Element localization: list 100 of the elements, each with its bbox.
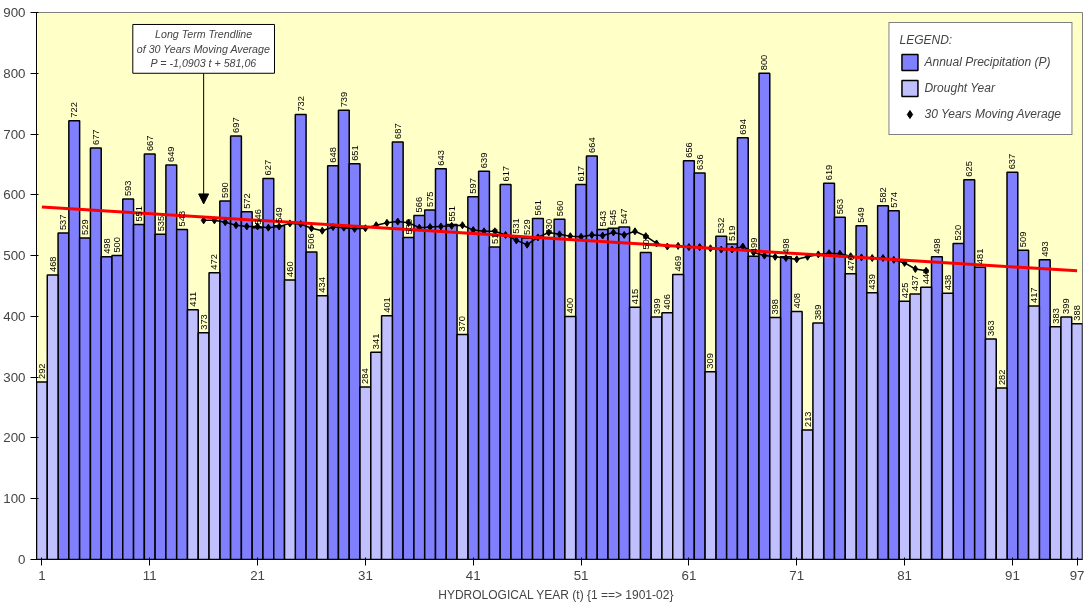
data-label: 531 <box>511 218 522 234</box>
data-label: 549 <box>856 207 867 223</box>
legend-label: Annual Precipitation (P) <box>924 55 1051 69</box>
data-label: 408 <box>791 292 802 309</box>
data-label: 439 <box>867 274 878 290</box>
data-label: 282 <box>996 369 1007 386</box>
x-tick-label: 71 <box>789 567 805 583</box>
data-label: 434 <box>317 277 328 293</box>
data-label: 438 <box>942 274 953 291</box>
data-label: 617 <box>500 165 511 182</box>
data-label: 643 <box>435 150 446 166</box>
data-label: 398 <box>770 299 781 315</box>
data-label: 292 <box>36 363 47 380</box>
x-tick-label: 91 <box>1004 567 1020 583</box>
x-tick-label: 21 <box>250 567 265 583</box>
x-tick-label: 11 <box>142 567 157 583</box>
data-label: 415 <box>629 288 640 305</box>
data-label: 500 <box>112 237 123 253</box>
data-label: 649 <box>166 146 177 163</box>
data-label: 529 <box>80 219 91 235</box>
data-label: 722 <box>69 102 80 118</box>
data-label: 563 <box>834 198 845 215</box>
data-label: 617 <box>576 165 587 182</box>
data-label: 627 <box>263 159 274 176</box>
data-label: 697 <box>230 117 241 133</box>
data-label: 309 <box>705 353 716 369</box>
annotation: Long Term Trendline of 30 Years Moving Average P = -1,0903 t + 581,06 <box>136 28 270 70</box>
data-label: 639 <box>479 152 490 169</box>
x-tick-label: 51 <box>573 567 589 583</box>
data-label: 506 <box>306 233 317 249</box>
y-tick-label: 500 <box>3 248 26 264</box>
data-label: 656 <box>683 142 694 158</box>
data-label: 543 <box>177 210 188 227</box>
data-label: 399 <box>651 298 662 314</box>
data-label: 406 <box>662 294 673 310</box>
data-label: 383 <box>1050 308 1061 324</box>
data-label: 574 <box>888 192 899 208</box>
y-tick-label: 700 <box>3 126 26 142</box>
data-label: 636 <box>694 154 705 170</box>
legend-label: 30 Years Moving Average <box>924 107 1061 121</box>
data-label: 469 <box>673 255 684 272</box>
data-label: 520 <box>953 224 964 241</box>
y-tick-label: 300 <box>3 369 26 385</box>
y-tick-label: 800 <box>3 65 26 81</box>
data-label: 648 <box>328 147 339 163</box>
x-tick-label: 61 <box>681 567 697 583</box>
data-label: 625 <box>964 161 975 177</box>
data-label: 411 <box>187 291 198 307</box>
data-label: 593 <box>123 180 134 197</box>
data-label: 543 <box>597 210 608 227</box>
data-label: 667 <box>144 135 155 152</box>
data-label: 582 <box>878 187 889 203</box>
data-label: 389 <box>813 304 824 321</box>
data-label: 619 <box>824 164 835 181</box>
data-label: 529 <box>522 219 533 235</box>
data-label: 547 <box>619 208 630 225</box>
data-label: 560 <box>554 200 565 217</box>
data-label: 388 <box>1072 305 1083 321</box>
data-label: 460 <box>284 261 295 277</box>
data-label: 481 <box>975 248 986 265</box>
data-label: 373 <box>198 314 209 330</box>
legend-label: Drought Year <box>924 81 995 95</box>
x-tick-label: 31 <box>357 567 373 583</box>
y-tick-label: 600 <box>3 187 26 203</box>
data-label: 637 <box>1007 153 1018 170</box>
data-label: 687 <box>392 123 403 139</box>
data-label: 597 <box>468 178 479 194</box>
x-axis-title: HYDROLOGICAL YEAR (t) {1 ==> 1901-02} <box>438 587 674 602</box>
data-label: 468 <box>47 256 58 273</box>
data-label: 537 <box>58 214 69 231</box>
data-label: 739 <box>338 91 349 108</box>
y-tick-label: 100 <box>3 491 26 507</box>
data-label: 399 <box>1061 298 1072 314</box>
x-tick-label: 81 <box>897 567 912 583</box>
data-label: 363 <box>985 320 996 336</box>
data-label: 551 <box>133 206 144 222</box>
data-label: 572 <box>241 193 252 209</box>
data-label: 498 <box>931 238 942 254</box>
data-label: 519 <box>727 225 738 242</box>
data-label: 575 <box>425 191 436 208</box>
y-tick-label: 400 <box>3 308 26 324</box>
y-tick-label: 900 <box>3 5 26 20</box>
data-label: 425 <box>899 282 910 299</box>
data-label: 651 <box>349 145 360 161</box>
data-label: 400 <box>565 297 576 314</box>
data-label: 535 <box>155 215 166 232</box>
x-tick-label: 1 <box>38 567 46 583</box>
data-label: 417 <box>1028 287 1039 304</box>
data-label: 284 <box>360 368 371 384</box>
x-tick-label: 41 <box>465 567 481 583</box>
data-label: 549 <box>274 207 285 223</box>
data-label: 694 <box>737 119 748 135</box>
x-tick-label: 97 <box>1069 567 1085 583</box>
data-label: 677 <box>90 129 101 146</box>
data-label: 546 <box>252 209 263 225</box>
data-label: 401 <box>381 297 392 313</box>
data-label: 566 <box>414 196 425 213</box>
data-label: 498 <box>101 238 112 254</box>
data-label: 551 <box>446 206 457 222</box>
data-label: 561 <box>532 199 543 216</box>
